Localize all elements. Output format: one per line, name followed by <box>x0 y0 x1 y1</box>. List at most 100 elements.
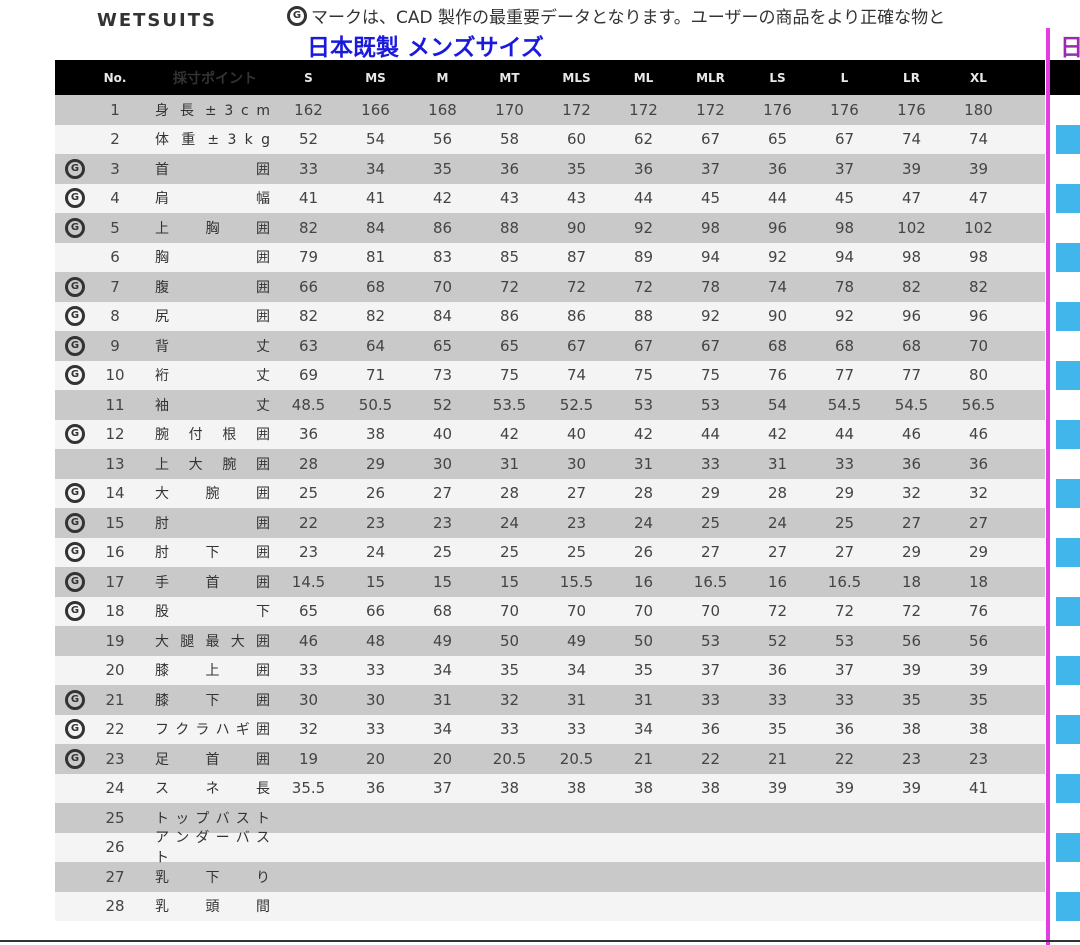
row-number: 10 <box>105 366 125 385</box>
size-value: 56 <box>432 130 453 149</box>
measurement-point: 膝 上 囲 <box>155 663 270 680</box>
measurement-point: 肩 幅 <box>155 191 270 208</box>
table-row: 28 乳 頭 間 <box>55 891 1045 921</box>
next-panel-row <box>1050 272 1080 302</box>
size-value: 31 <box>767 454 788 473</box>
next-panel-row <box>1056 773 1080 803</box>
cad-g-mark-icon: G <box>65 158 85 179</box>
size-value: 24 <box>365 543 386 562</box>
size-value: 33 <box>365 720 386 739</box>
table-header: No. 採寸ポイント S MS M MT MLS ML MLR LS L LR XL <box>55 60 1045 95</box>
size-value: 84 <box>365 218 386 237</box>
size-value: 31 <box>432 690 453 709</box>
size-value: 46 <box>968 425 989 444</box>
size-value: 75 <box>499 366 520 385</box>
size-value: 56.5 <box>961 395 996 414</box>
icon-cell: G <box>55 748 95 769</box>
size-value: 72 <box>901 602 922 621</box>
size-value: 67 <box>700 336 721 355</box>
size-value: 27 <box>834 543 855 562</box>
next-panel-row <box>1056 360 1080 390</box>
size-value: 72 <box>834 602 855 621</box>
measurement-point: 体 重 ± 3 k g <box>155 132 270 149</box>
size-value: 56 <box>968 631 989 650</box>
size-value: 94 <box>700 248 721 267</box>
table-row: G 5 上 胸 囲 82 84 86 88 90 92 98 96 98 102 102 <box>55 213 1045 243</box>
size-value: 58 <box>499 130 520 149</box>
size-value: 16 <box>633 572 654 591</box>
measurement-point: ト ッ プ バ ス ト <box>155 810 270 827</box>
size-value: 48.5 <box>291 395 326 414</box>
size-value: 35 <box>901 690 922 709</box>
size-value: 86 <box>566 307 587 326</box>
size-value: 16.5 <box>693 572 728 591</box>
size-value: 54.5 <box>894 395 929 414</box>
size-value: 37 <box>834 661 855 680</box>
size-value: 176 <box>830 100 859 119</box>
size-value: 18 <box>968 572 989 591</box>
next-panel-row <box>1056 714 1080 744</box>
size-value: 26 <box>633 543 654 562</box>
size-value: 39 <box>767 779 788 798</box>
size-value: 43 <box>499 189 520 208</box>
table-row: G 23 足 首 囲 19 20 20 20.5 20.5 21 22 21 22 23 23 <box>55 744 1045 774</box>
size-value: 86 <box>499 307 520 326</box>
size-value: 22 <box>700 749 721 768</box>
table-row: G 10 裄 丈 69 71 73 75 74 75 75 76 77 77 80 <box>55 360 1045 390</box>
size-value: 88 <box>633 307 654 326</box>
measurement-point: 乳 頭 間 <box>155 899 270 916</box>
size-value: 36 <box>499 159 520 178</box>
measurement-point: 上 胸 囲 <box>155 220 270 237</box>
next-panel-row <box>1050 95 1080 125</box>
size-value: 96 <box>767 218 788 237</box>
size-value: 33 <box>767 690 788 709</box>
size-value: 52 <box>767 631 788 650</box>
size-value: 102 <box>964 218 993 237</box>
size-value: 39 <box>901 779 922 798</box>
size-value: 40 <box>566 425 587 444</box>
size-value: 14.5 <box>291 572 326 591</box>
size-value: 47 <box>901 189 922 208</box>
size-value: 32 <box>901 484 922 503</box>
size-value: 28 <box>767 484 788 503</box>
size-value: 172 <box>696 100 725 119</box>
size-value: 68 <box>365 277 386 296</box>
icon-cell: G <box>55 424 95 445</box>
row-number: 13 <box>105 454 125 473</box>
row-number: 12 <box>105 425 125 444</box>
table-row: 19 大 腿 最 大 囲 46 48 49 50 49 50 53 52 53 56 56 <box>55 626 1045 656</box>
table-row: 1 身 長 ± 3 c m 162 166 168 170 172 172 172 176 176 1… <box>55 95 1045 125</box>
row-number: 27 <box>105 867 125 886</box>
size-value: 80 <box>968 366 989 385</box>
size-value: 82 <box>365 307 386 326</box>
size-value: 39 <box>968 661 989 680</box>
row-number: 22 <box>105 720 125 739</box>
cad-g-mark-icon: G <box>65 335 85 356</box>
row-number: 14 <box>105 484 125 503</box>
cad-g-mark-icon: G <box>65 512 85 533</box>
size-value: 170 <box>495 100 524 119</box>
size-value: 76 <box>767 366 788 385</box>
size-value: 65 <box>432 336 453 355</box>
size-value: 20.5 <box>559 749 594 768</box>
size-value: 83 <box>432 248 453 267</box>
size-value: 82 <box>298 218 319 237</box>
size-value: 32 <box>298 720 319 739</box>
size-value: 34 <box>365 159 386 178</box>
size-value: 98 <box>968 248 989 267</box>
row-number: 1 <box>110 100 120 119</box>
size-value: 33 <box>566 720 587 739</box>
size-value: 25 <box>566 543 587 562</box>
size-value: 67 <box>633 336 654 355</box>
size-value: 19 <box>298 749 319 768</box>
header-size-ms: MS <box>365 70 386 85</box>
header-size-xl: XL <box>970 70 987 85</box>
icon-cell: G <box>55 276 95 297</box>
header-size-m: M <box>436 70 449 85</box>
size-value: 82 <box>901 277 922 296</box>
size-value: 22 <box>834 749 855 768</box>
size-value: 41 <box>298 189 319 208</box>
size-value: 65 <box>298 602 319 621</box>
brand-title: WETSUITS <box>97 10 217 31</box>
header-size-lr: LR <box>903 70 920 85</box>
